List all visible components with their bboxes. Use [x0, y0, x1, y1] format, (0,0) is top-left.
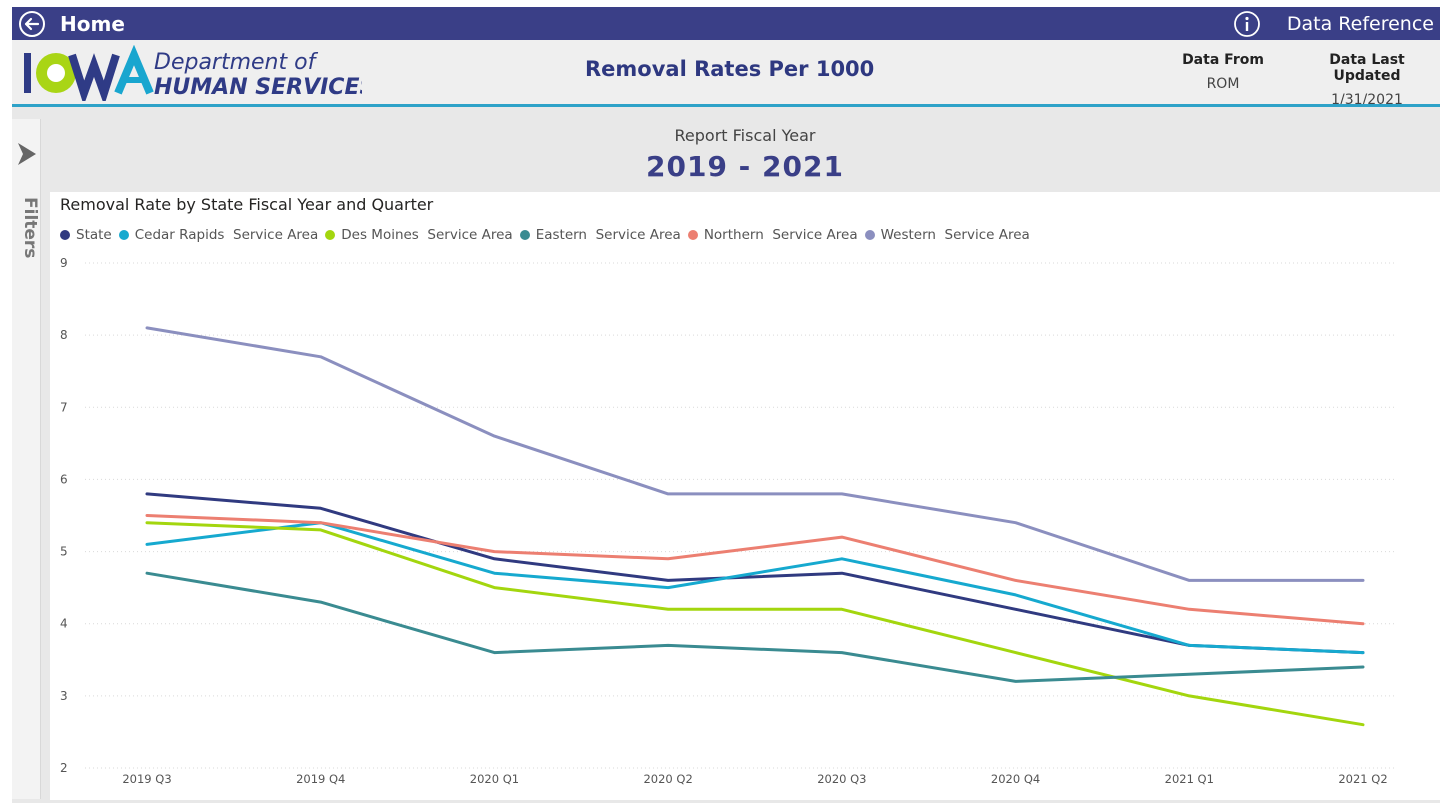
filters-label: Filters: [20, 197, 40, 259]
chart-legend: State Cedar Rapids Service Area Des Moines…: [60, 227, 1037, 243]
series-line: [145, 571, 1365, 683]
series-line: [145, 514, 1365, 626]
x-tick-label: 2020 Q2: [643, 772, 692, 786]
legend-label: State: [76, 227, 112, 243]
y-tick-label: 2: [60, 761, 68, 775]
legend-item[interactable]: State: [60, 227, 112, 243]
x-tick-label: 2020 Q3: [817, 772, 866, 786]
legend-item[interactable]: Des Moines Service Area: [325, 227, 513, 243]
series-line: [145, 521, 1365, 655]
last-updated-label: Data Last Updated: [1329, 52, 1405, 84]
legend-marker: [687, 230, 698, 240]
x-tick-label: 2020 Q4: [991, 772, 1040, 786]
x-tick-label: 2020 Q1: [470, 772, 519, 786]
legend-marker: [118, 230, 129, 240]
series-line: [145, 492, 1365, 655]
logo-line1: Department of: [154, 50, 319, 75]
top-nav-bar: Home Data Reference: [12, 7, 1440, 40]
legend-label: Eastern Service Area: [535, 227, 681, 243]
x-tick-label: 2021 Q1: [1165, 772, 1214, 786]
legend-label: Western Service Area: [880, 227, 1030, 243]
data-reference-button[interactable]: Data Reference: [1233, 9, 1434, 38]
legend-item[interactable]: Western Service Area: [864, 227, 1030, 243]
series-line: [145, 521, 1365, 727]
page-title: Removal Rates Per 1000: [585, 57, 875, 81]
y-tick-label: 7: [60, 400, 68, 414]
y-tick-label: 6: [60, 472, 68, 486]
logo-line2: HUMAN SERVICES: [154, 75, 362, 100]
home-button[interactable]: Home: [18, 9, 125, 38]
back-arrow-icon: [19, 10, 45, 37]
data-reference-label: Data Reference: [1286, 12, 1434, 35]
info-icon: [1234, 10, 1260, 37]
data-from-label: Data From: [1182, 52, 1264, 68]
legend-marker: [519, 230, 530, 240]
home-label: Home: [60, 11, 125, 36]
legend-item[interactable]: Northern Service Area: [687, 227, 858, 243]
header-divider: [12, 104, 1440, 107]
removal-rate-chart[interactable]: Removal Rate by State Fiscal Year and Qu…: [50, 192, 1440, 800]
legend-label: Northern Service Area: [703, 227, 858, 243]
y-tick-label: 4: [60, 617, 68, 631]
legend-marker: [325, 230, 336, 240]
x-tick-label: 2021 Q2: [1338, 772, 1387, 786]
line-chart-svg: 2 3 4 5 6 7 8 9 2019 Q3 2019 Q4 2020 Q1 2020 Q2 2020…: [60, 256, 1395, 786]
last-updated-block: Data Last Updated 1/31/2021: [1300, 52, 1434, 108]
y-tick-label: 8: [60, 328, 68, 342]
chart-title: Removal Rate by State Fiscal Year and Qu…: [60, 195, 434, 214]
legend-item[interactable]: Cedar Rapids Service Area: [118, 227, 319, 243]
series-line: [145, 326, 1365, 582]
filters-pane-toggle[interactable]: Filters: [12, 119, 41, 799]
fiscal-year-value: 2019 - 2021: [646, 150, 844, 183]
legend-item[interactable]: Eastern Service Area: [519, 227, 681, 243]
y-tick-label: 5: [60, 545, 68, 559]
fiscal-year-label: Report Fiscal Year: [674, 126, 816, 145]
data-from-block: Data From ROM: [1177, 52, 1269, 92]
x-tick-label: 2019 Q4: [296, 772, 345, 786]
report-header: Department of HUMAN SERVICES Removal Rat…: [12, 40, 1440, 108]
y-tick-label: 9: [60, 256, 68, 270]
expand-arrow-icon: [18, 143, 36, 165]
data-from-value: ROM: [1206, 76, 1240, 92]
x-tick-label: 2019 Q3: [122, 772, 171, 786]
legend-label: Cedar Rapids Service Area: [134, 227, 319, 243]
y-tick-label: 3: [60, 689, 68, 703]
legend-label: Des Moines Service Area: [341, 227, 513, 243]
legend-marker: [60, 230, 70, 240]
iowa-dhs-logo: Department of HUMAN SERVICES: [24, 45, 362, 101]
legend-marker: [864, 230, 875, 240]
